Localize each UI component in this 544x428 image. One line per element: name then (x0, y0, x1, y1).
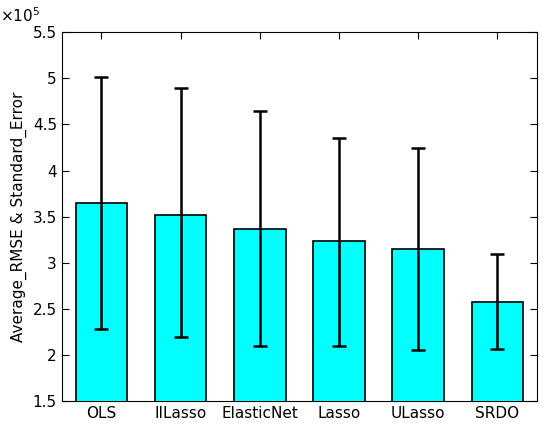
Bar (313, 241, 365, 428)
Bar (234, 229, 286, 428)
Y-axis label: Average_RMSE & Standard_Error: Average_RMSE & Standard_Error (11, 92, 27, 342)
Bar (392, 249, 444, 428)
Bar (76, 203, 127, 428)
Bar (155, 215, 206, 428)
Text: $\times10^5$: $\times10^5$ (0, 6, 40, 25)
Bar (472, 302, 523, 428)
